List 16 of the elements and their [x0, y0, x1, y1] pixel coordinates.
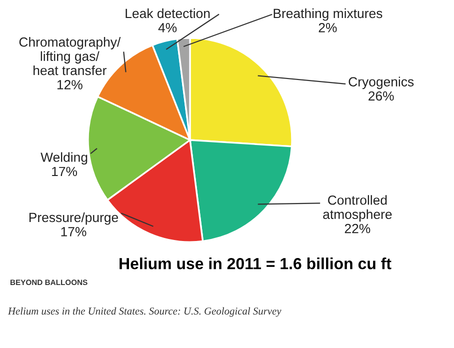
slice-label: Leak detection — [126, 8, 210, 18]
slice-label: Welding — [40, 152, 88, 165]
slice-label: Pressure/purge — [29, 212, 118, 225]
text: Helium use in 2011 = 1.6 billion cu ft — [120, 258, 392, 270]
data-label: 26% — [368, 91, 394, 101]
data-label: 22% — [344, 224, 370, 234]
slice-label: Controlled atmosphere — [323, 195, 392, 222]
data-label: 12% — [57, 80, 82, 90]
data-label: 4% — [158, 23, 177, 32]
slice-label: Breathing mixtures — [274, 8, 382, 21]
slice-label: Cryogenics — [348, 76, 414, 90]
data-label: 17% — [52, 166, 78, 176]
data-label: 17% — [61, 227, 86, 236]
slice-label: Chromatography/ lifting gas/ heat transfer — [19, 37, 121, 76]
data-label: 2% — [318, 22, 337, 32]
text: Helium uses in the United States. Source: U.S. Geological Survey — [8, 307, 282, 317]
